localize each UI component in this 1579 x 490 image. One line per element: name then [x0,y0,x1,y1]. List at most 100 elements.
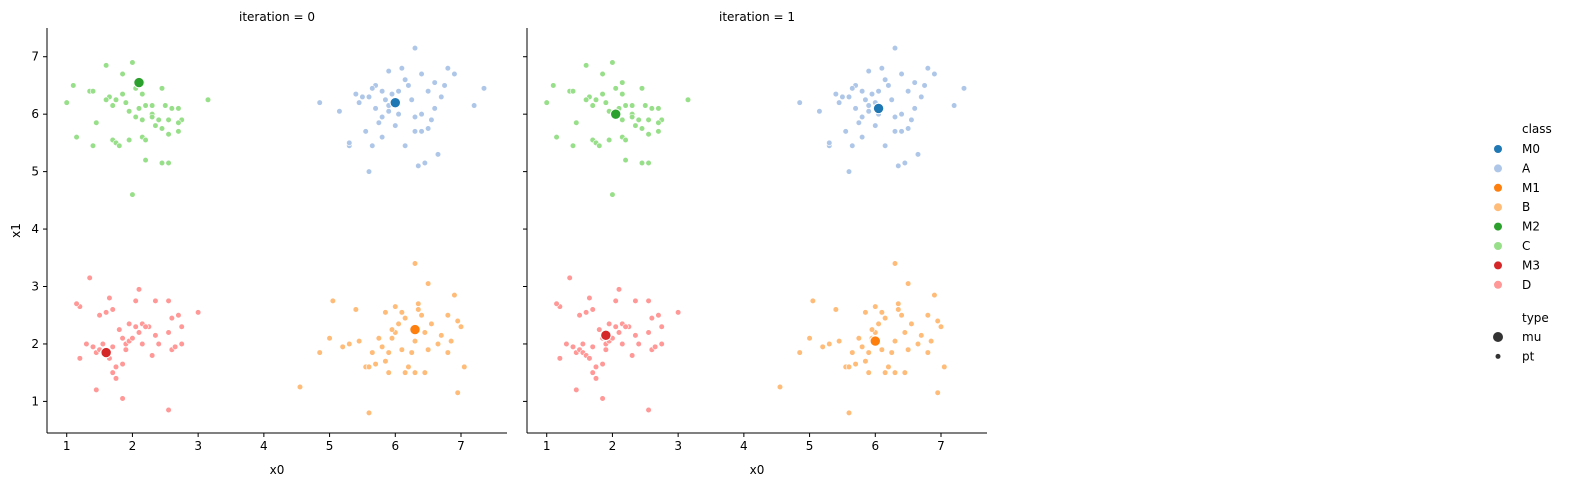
point-A [398,65,405,72]
point-A [960,85,968,92]
mean-M3 [100,346,112,359]
x-axis-label: x0 [750,463,765,477]
point-D [615,286,623,293]
point-B [365,409,373,416]
point-A [859,113,866,121]
point-A [444,65,451,72]
point-A [385,108,392,115]
point-A [379,113,386,121]
point-C [132,113,139,121]
legend-label-B: B [1522,200,1530,214]
x-tick-label: 7 [937,439,945,453]
point-B [326,335,333,342]
point-A [862,96,869,103]
point-B [392,303,399,310]
legend-marker-C [1494,242,1502,250]
point-B [425,280,432,287]
point-B [385,369,392,376]
point-B [836,337,843,345]
point-C [175,128,182,135]
point-A [411,113,419,121]
point-B [924,312,931,319]
legend-label-A: A [1522,161,1531,175]
point-D [165,297,172,304]
y-tick-label: 5 [31,165,39,179]
point-D [632,297,639,304]
point-B [901,329,908,336]
point-C [129,59,136,66]
point-B [882,315,889,322]
point-B [448,337,455,345]
point-A [905,125,912,132]
point-D [139,340,146,348]
point-C [553,134,560,141]
point-D [155,340,162,348]
point-A [359,93,366,101]
point-D [563,340,570,348]
point-A [891,45,899,52]
point-D [195,309,202,316]
point-C [103,62,110,69]
point-D [655,312,662,319]
point-B [379,343,386,350]
point-B [382,309,389,316]
point-A [891,128,899,135]
point-B [369,349,376,356]
point-D [172,343,179,350]
point-B [924,349,931,356]
point-B [454,317,461,325]
point-D [112,363,120,371]
point-A [898,70,905,78]
point-D [556,355,563,362]
point-D [553,300,560,307]
point-A [395,88,402,95]
point-A [898,128,905,135]
point-A [428,116,435,124]
point-C [569,88,577,95]
point-D [129,335,136,342]
point-B [862,358,869,365]
point-A [352,90,359,98]
point-D [119,395,126,402]
point-B [402,315,409,322]
point-A [855,119,862,126]
point-A [845,168,853,175]
point-B [461,363,468,371]
point-D [132,323,139,330]
point-D [122,346,129,353]
point-D [589,306,596,313]
point-D [152,297,159,304]
point-B [849,349,856,356]
point-D [619,340,626,348]
point-C [635,116,642,124]
legend-label-C: C [1522,239,1530,253]
y-tick-label: 6 [31,107,39,121]
point-D [589,343,596,350]
point-A [852,105,859,112]
point-B [928,337,935,345]
point-B [806,335,813,342]
point-B [398,346,405,353]
point-A [882,142,889,149]
point-C [119,90,126,98]
point-B [425,346,432,353]
point-C [139,90,146,98]
point-A [832,90,839,98]
point-D [612,323,619,330]
point-A [375,119,382,126]
point-C [122,99,129,106]
point-B [451,292,458,299]
point-B [385,349,392,356]
point-D [658,323,665,330]
point-D [635,340,642,348]
point-C [622,102,629,109]
legend-marker-M3 [1494,261,1502,270]
point-A [431,79,438,86]
point-D [592,375,600,382]
point-B [329,297,336,304]
point-B [438,332,445,339]
point-B [809,297,816,304]
point-A [408,96,415,103]
y-tick-label: 2 [31,337,39,351]
